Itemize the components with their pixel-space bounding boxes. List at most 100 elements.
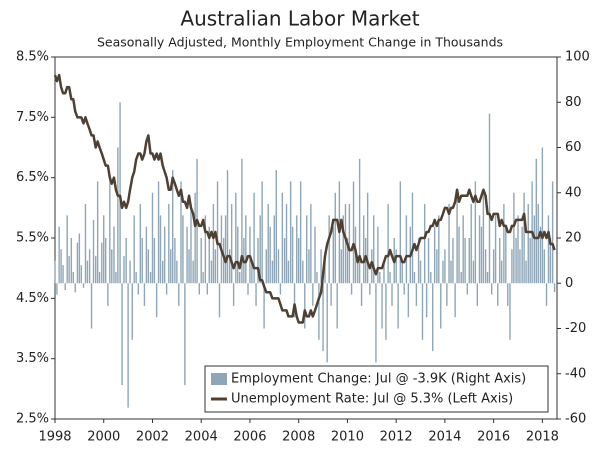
bar bbox=[141, 238, 143, 284]
bar bbox=[310, 204, 312, 284]
bar bbox=[206, 283, 209, 295]
y-tick-label: 5.5% bbox=[16, 231, 49, 246]
bar bbox=[222, 238, 225, 284]
bar bbox=[486, 271, 489, 284]
bar bbox=[218, 283, 221, 318]
bar bbox=[84, 204, 87, 284]
bar bbox=[444, 249, 446, 284]
bar bbox=[163, 226, 166, 284]
x-tick-label: 2010 bbox=[331, 430, 364, 445]
chart-subtitle: Seasonally Adjusted, Monthly Employment … bbox=[97, 35, 503, 50]
bar bbox=[462, 215, 464, 284]
x-tick-label: 2000 bbox=[87, 430, 120, 445]
bar bbox=[68, 256, 70, 284]
bar bbox=[521, 226, 523, 284]
bar bbox=[104, 238, 107, 284]
bar bbox=[90, 283, 93, 329]
bar bbox=[474, 181, 477, 284]
bar bbox=[115, 271, 117, 284]
bar bbox=[153, 238, 156, 284]
bar bbox=[170, 249, 172, 284]
bar bbox=[265, 249, 267, 284]
bar bbox=[78, 233, 81, 284]
y2-tick-label: -60 bbox=[565, 412, 586, 427]
bar bbox=[352, 181, 355, 284]
bar bbox=[192, 260, 194, 284]
bar bbox=[553, 283, 556, 293]
bar bbox=[275, 170, 277, 284]
bar bbox=[436, 249, 438, 284]
bar bbox=[277, 249, 280, 284]
y2-tick-label: 100 bbox=[565, 50, 590, 65]
bar bbox=[497, 283, 499, 306]
bar bbox=[460, 271, 462, 284]
bar bbox=[401, 260, 403, 284]
bar bbox=[340, 249, 343, 284]
bar bbox=[375, 283, 377, 363]
bar bbox=[551, 181, 554, 284]
y-tick-label: 2.5% bbox=[16, 412, 49, 427]
x-tick-label: 2018 bbox=[526, 430, 559, 445]
bar bbox=[66, 215, 68, 284]
bar bbox=[336, 283, 338, 329]
bar bbox=[204, 215, 207, 284]
bar bbox=[224, 215, 227, 284]
bar bbox=[135, 271, 137, 284]
bar bbox=[237, 226, 239, 284]
bar bbox=[80, 265, 83, 284]
bar bbox=[446, 283, 448, 306]
line bbox=[53, 73, 556, 324]
bar bbox=[194, 192, 196, 284]
bar bbox=[358, 158, 361, 284]
bar bbox=[273, 215, 276, 284]
bar bbox=[121, 283, 123, 386]
bar bbox=[131, 283, 133, 340]
bar bbox=[117, 147, 119, 284]
bar bbox=[348, 204, 351, 284]
bar bbox=[281, 192, 284, 284]
bar bbox=[139, 204, 141, 284]
bar bbox=[176, 260, 178, 284]
y2-tick-label: 0 bbox=[565, 276, 573, 291]
bar bbox=[377, 226, 379, 284]
bar bbox=[511, 249, 513, 284]
bar bbox=[247, 283, 249, 295]
bar bbox=[492, 249, 495, 284]
legend-label: Employment Change: Jul @ -3.9K (Right Ax… bbox=[231, 372, 526, 387]
bar bbox=[299, 181, 302, 284]
bar bbox=[259, 215, 261, 284]
bar bbox=[297, 238, 300, 284]
bar bbox=[537, 204, 539, 284]
y2-tick-label: 80 bbox=[565, 95, 582, 110]
bar bbox=[391, 283, 393, 306]
bar bbox=[180, 181, 182, 284]
bar bbox=[476, 283, 479, 306]
x-tick-label: 2002 bbox=[136, 430, 169, 445]
bar bbox=[468, 238, 470, 284]
bar bbox=[450, 260, 452, 284]
bar bbox=[308, 249, 310, 284]
bar bbox=[427, 238, 430, 284]
bar bbox=[123, 256, 125, 284]
bar bbox=[174, 238, 176, 284]
bar bbox=[478, 215, 481, 284]
bar bbox=[182, 215, 184, 284]
bar bbox=[366, 192, 369, 284]
bar bbox=[251, 260, 253, 284]
bar bbox=[119, 102, 121, 284]
bar bbox=[438, 215, 440, 284]
chart-title: Australian Labor Market bbox=[180, 7, 419, 31]
bar bbox=[344, 204, 347, 284]
bar bbox=[430, 271, 432, 284]
bar bbox=[379, 271, 381, 284]
bar bbox=[255, 283, 257, 306]
bar bbox=[210, 260, 213, 284]
bar bbox=[127, 283, 129, 408]
bar bbox=[383, 260, 385, 284]
y2-tick-label: -40 bbox=[565, 366, 586, 381]
bar bbox=[96, 181, 99, 284]
bar bbox=[507, 283, 509, 306]
bar bbox=[419, 260, 422, 284]
legend-box bbox=[204, 365, 549, 413]
bar bbox=[302, 260, 304, 284]
